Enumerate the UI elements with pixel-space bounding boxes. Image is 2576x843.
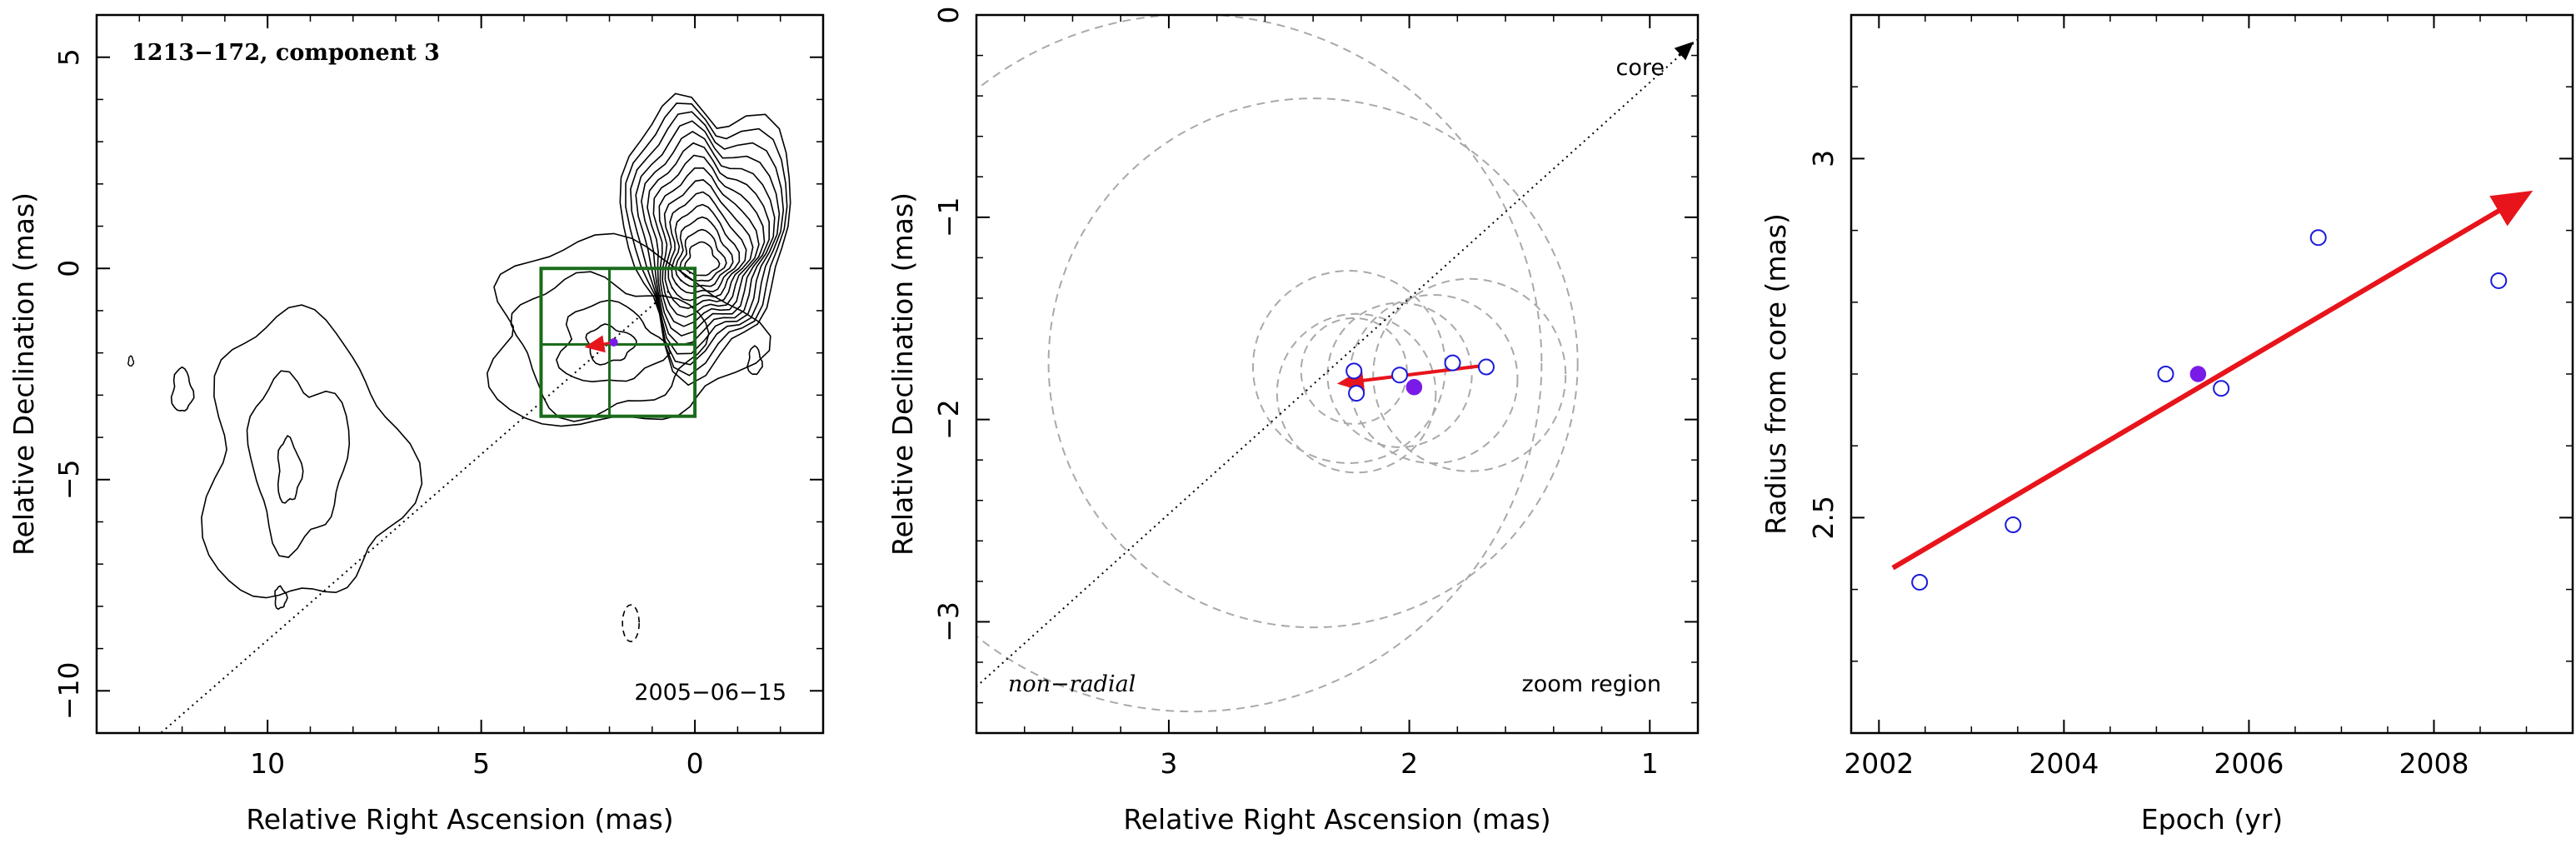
middle-y-axis-title: Relative Declination (mas) <box>886 192 919 556</box>
mid-beam-circle <box>1372 277 1567 472</box>
mid-ticks: 3 2 1 0 −1 −2 −3 <box>932 7 1699 780</box>
right-y-tick-label: 3 <box>1807 150 1840 167</box>
left-lobe-contour <box>170 366 195 412</box>
left-core-contour <box>641 130 776 347</box>
left-lobe-contour <box>201 304 423 599</box>
right-epoch-point <box>2004 516 2022 534</box>
mid-x-tick-label: 3 <box>1160 747 1177 780</box>
mid-epoch-point <box>1477 358 1495 376</box>
right-marks <box>1891 190 2534 591</box>
right-x-tick-label: 2008 <box>2399 747 2469 780</box>
left-small-contour <box>127 355 135 367</box>
mid-clipped-group <box>976 15 1698 713</box>
mid-epoch-point <box>1391 367 1409 384</box>
mid-y-tick-label: 0 <box>932 7 965 24</box>
right-x-tick-label: 2004 <box>2029 747 2099 780</box>
middle-motion-type-label: non−radial <box>1008 671 1136 697</box>
left-x-axis-title: Relative Right Ascension (mas) <box>246 803 673 836</box>
left-small-contour <box>746 345 763 376</box>
right-epoch-point <box>2157 366 2174 382</box>
left-x-tick-label: 5 <box>472 747 490 780</box>
left-core-contour <box>663 179 754 310</box>
mid-motion-vector-arrow <box>1336 363 1490 392</box>
mid-radial-line <box>976 38 1698 687</box>
middle-x-axis-title: Relative Right Ascension (mas) <box>1123 803 1550 836</box>
mid-core-direction-arrow <box>1674 41 1695 61</box>
mid-y-tick-label: −3 <box>932 601 965 642</box>
left-lobe-contour <box>277 435 304 504</box>
left-core-contour <box>646 142 770 337</box>
mid-epoch-point <box>1348 385 1365 402</box>
mid-beam-circle <box>1276 312 1437 474</box>
left-core-contour <box>619 92 791 387</box>
left-core-contour <box>658 167 760 318</box>
left-x-tick-label: 10 <box>250 747 285 780</box>
mid-marks <box>976 15 1698 713</box>
left-core-contour <box>667 191 747 302</box>
left-core-contour <box>630 111 785 366</box>
right-x-tick-label: 2006 <box>2214 747 2284 780</box>
mid-epoch-point <box>1444 354 1461 372</box>
left-x-tick-label: 0 <box>686 747 704 780</box>
right-epoch-point <box>1911 573 1929 591</box>
mid-reference-epoch-point <box>1405 379 1423 396</box>
right-epoch-point <box>2213 380 2230 397</box>
right-reference-epoch-point <box>2189 366 2207 382</box>
left-radial-line <box>160 267 696 733</box>
mid-beam-circle <box>1348 294 1519 465</box>
left-y-tick-label: −5 <box>52 459 85 500</box>
right-y-tick-label: 2.5 <box>1807 496 1840 539</box>
left-source-label: 1213−172, component 3 <box>132 40 440 66</box>
mid-epoch-point <box>1345 362 1363 380</box>
right-clipped-group <box>1891 190 2534 591</box>
right-ticks: 2002 2004 2006 2008 2.5 3 <box>1807 14 2574 780</box>
mid-beam-circle <box>976 15 1543 713</box>
left-core-contour <box>671 203 741 294</box>
left-motion-vector-arrow <box>584 335 614 353</box>
left-core-contour <box>652 154 766 327</box>
panel-left-contour-map: 10 5 0 5 0 −5 −10 1213−172, component 3 2005−0… <box>7 13 825 836</box>
left-marks <box>127 92 791 733</box>
left-ticks: 10 5 0 5 0 −5 −10 <box>52 14 824 780</box>
left-core-contour <box>674 216 734 288</box>
middle-zoom-region-label: zoom region <box>1522 671 1661 697</box>
mid-x-tick-label: 1 <box>1641 747 1659 780</box>
left-y-tick-label: −10 <box>52 661 85 720</box>
right-epoch-point <box>2309 229 2327 247</box>
right-x-axis-title: Epoch (yr) <box>2141 803 2283 836</box>
panel-right-radius-vs-epoch: 2002 2004 2006 2008 2.5 3 Epoch (yr) Radius f… <box>1760 13 2574 836</box>
left-date-label: 2005−06−15 <box>634 680 786 706</box>
middle-core-label: core <box>1616 55 1665 81</box>
left-plot-frame <box>95 13 825 735</box>
right-y-axis-title: Radius from core (mas) <box>1760 213 1792 535</box>
mid-x-tick-label: 2 <box>1400 747 1418 780</box>
panel-middle-zoom: 3 2 1 0 −1 −2 −3 non−radial zoom region core R… <box>886 7 1700 836</box>
mid-y-tick-label: −2 <box>932 399 965 440</box>
left-extended-contour <box>510 271 710 422</box>
left-lobe-contour <box>274 585 288 611</box>
left-negative-contour <box>622 604 640 642</box>
left-y-axis-title: Relative Declination (mas) <box>7 192 40 556</box>
left-y-tick-label: 0 <box>52 260 85 277</box>
left-core-contour <box>635 120 781 355</box>
left-zoom-region-box <box>539 267 697 418</box>
middle-plot-frame <box>975 13 1700 735</box>
right-x-tick-label: 2002 <box>1844 747 1914 780</box>
mid-beam-circle <box>1326 302 1473 448</box>
left-lobe-contour <box>246 370 351 558</box>
left-core-contour <box>679 228 727 282</box>
left-core-contour <box>625 102 788 377</box>
mid-y-tick-label: −1 <box>932 197 965 237</box>
right-epoch-point <box>2490 272 2508 289</box>
left-core-contour <box>684 241 721 277</box>
left-clipped-group <box>127 92 791 733</box>
left-y-tick-label: 5 <box>52 48 85 66</box>
left-extended-contour <box>486 232 771 427</box>
mid-beam-circle <box>1047 97 1579 629</box>
right-fit-line-arrow <box>1891 190 2534 571</box>
right-plot-frame <box>1850 13 2574 735</box>
left-component-marker <box>609 337 618 347</box>
